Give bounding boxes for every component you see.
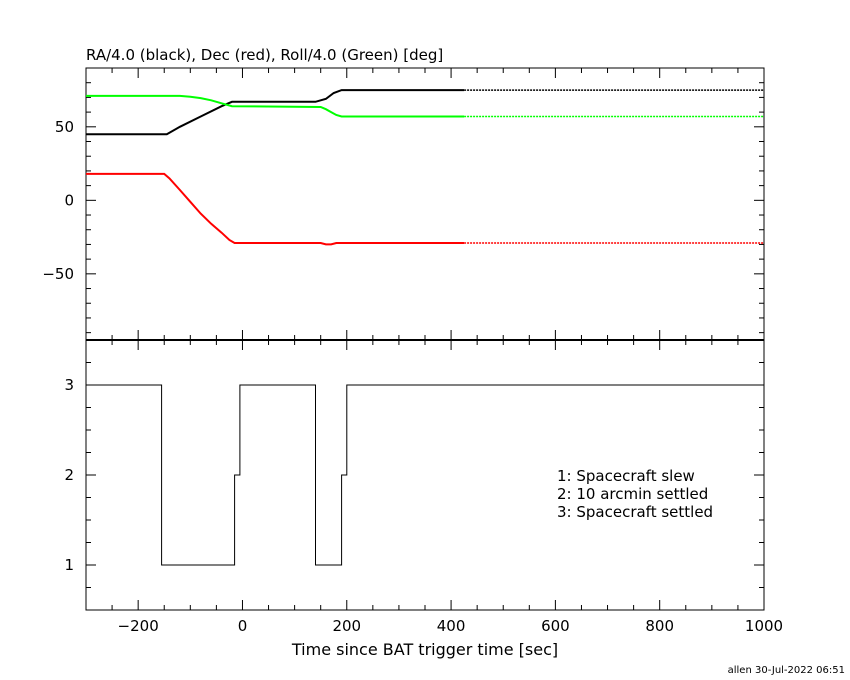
top-panel-ticks: −50 0 50 (42, 67, 765, 340)
status-series (86, 384, 764, 566)
y-tick-label: 1 (64, 556, 74, 574)
settle-status-panel: −200 0 200 400 600 800 1000 1 2 3 1: Spacecraft s… (64, 339, 783, 635)
x-tick-label: 1000 (745, 617, 783, 635)
y-tick-label: −50 (42, 265, 74, 283)
attitude-series (86, 89, 764, 246)
series-line-0 (86, 89, 465, 136)
x-tick-label: 200 (332, 617, 361, 635)
x-tick-label: −200 (118, 617, 159, 635)
x-tick-label: 600 (541, 617, 570, 635)
status-step-line (86, 384, 764, 566)
y-tick-label: 50 (55, 118, 74, 136)
x-tick-label: 0 (238, 617, 248, 635)
x-tick-label: 400 (437, 617, 466, 635)
series-line-1 (86, 172, 465, 246)
y-tick-label: 0 (64, 191, 74, 209)
status-legend: 1: Spacecraft slew 2: 10 arcmin settled … (557, 467, 713, 521)
bottom-panel-ticks: −200 0 200 400 600 800 1000 1 2 3 (64, 339, 783, 635)
series-line-2 (86, 94, 465, 118)
footer-credit: allen 30-Jul-2022 06:51 (728, 665, 845, 676)
y-tick-label: 2 (64, 466, 74, 484)
y-tick-label: 3 (64, 376, 74, 394)
chart-title: RA/4.0 (black), Dec (red), Roll/4.0 (Gre… (86, 46, 443, 64)
attitude-panel: −50 0 50 (42, 67, 765, 341)
legend-item-slew: 1: Spacecraft slew (557, 467, 695, 485)
x-tick-label: 800 (645, 617, 674, 635)
legend-item-settled: 3: Spacecraft settled (557, 503, 713, 521)
x-axis-label: Time since BAT trigger time [sec] (291, 640, 558, 659)
top-panel-frame (85, 67, 765, 341)
legend-item-10-arcmin: 2: 10 arcmin settled (557, 485, 708, 503)
